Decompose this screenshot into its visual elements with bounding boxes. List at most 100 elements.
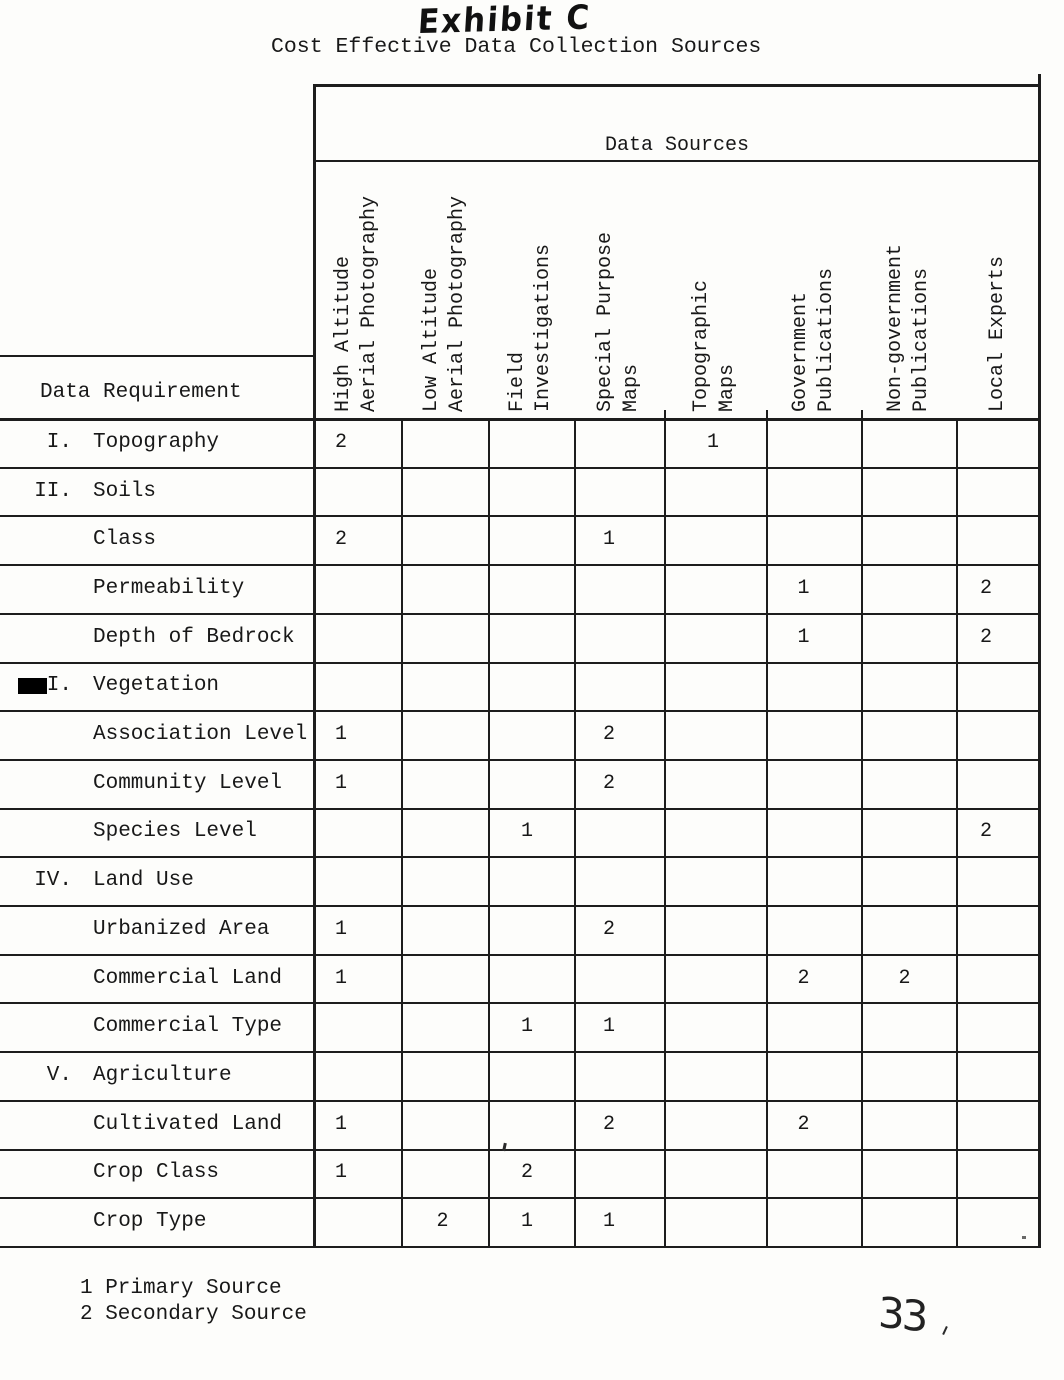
column-line-tick [664, 410, 666, 418]
col-header-field: Field Investigations [506, 243, 555, 412]
row-line [0, 953, 1041, 956]
row-line [0, 1148, 1041, 1151]
row-line [0, 1051, 1041, 1054]
row-line [0, 661, 1041, 664]
cell-value: 2 [602, 917, 615, 941]
col-header-low-altitude: Low Altitude Aerial Photography [419, 195, 469, 412]
cell-value: 1 [520, 1015, 533, 1039]
col-header-government: Government Publications [788, 267, 838, 412]
column-line [574, 418, 576, 1246]
row-line [0, 1002, 1041, 1005]
column-line [488, 418, 490, 1246]
column-line [861, 418, 863, 1246]
scan-artifact-comma [942, 1325, 948, 1336]
cell-value: 1 [334, 966, 347, 990]
cell-value: 1 [706, 430, 719, 454]
cell-value: 2 [602, 771, 615, 795]
table-right-border [1038, 84, 1041, 1248]
row-line [0, 564, 1041, 567]
row-label-vegetation: Vegetation [93, 674, 220, 698]
row-numeral: I. [46, 430, 72, 454]
cell-value: 2 [979, 625, 992, 649]
row-header-top-line [0, 355, 313, 357]
row-line [0, 856, 1041, 859]
row-label-species-level: Species Level [93, 820, 257, 844]
cell-value: 1 [334, 771, 347, 795]
row-label-urbanized-area: Urbanized Area [93, 917, 270, 941]
row-line [0, 807, 1041, 810]
row-line [0, 612, 1041, 615]
row-line [0, 466, 1041, 469]
column-line-tick [861, 410, 863, 418]
row-label-cultivated-land: Cultivated Land [93, 1112, 283, 1136]
data-sources-header: Data Sources [604, 134, 750, 157]
cell-value: 2 [520, 1161, 533, 1185]
cell-value: 1 [334, 917, 347, 941]
table-corner-tick [1038, 74, 1041, 86]
row-line [0, 418, 1041, 421]
col-header-topographic: Topographic Maps [690, 279, 739, 412]
cell-value: 1 [520, 1210, 533, 1234]
row-label-community-level: Community Level [93, 771, 283, 795]
row-label-crop-class: Crop Class [93, 1161, 220, 1185]
cell-value: 2 [602, 1112, 615, 1136]
column-line [766, 418, 768, 1246]
row-label-land-use: Land Use [93, 869, 194, 893]
row-line [0, 1099, 1041, 1102]
table-left-border [313, 84, 316, 1248]
header-separator-line [313, 160, 1041, 162]
cell-value: 2 [898, 966, 911, 990]
legend-secondary-source: 2 Secondary Source [80, 1303, 307, 1326]
col-header-non-government: Non-government Publications [883, 243, 933, 412]
cell-value: 2 [797, 966, 810, 990]
cell-value: 1 [334, 1161, 347, 1185]
legend-primary-source: 1 Primary Source [80, 1277, 282, 1300]
col-header-local-experts: Local Experts [986, 255, 1009, 412]
cell-value: 2 [979, 576, 992, 600]
col-header-special-purpose: Special Purpose Maps [594, 231, 643, 412]
data-requirement-label: Data Requirement [40, 381, 242, 404]
row-label-depth-of-bedrock: Depth of Bedrock [93, 625, 295, 649]
table-top-border [313, 84, 1041, 87]
page-subtitle: Cost Effective Data Collection Sources [271, 35, 762, 59]
col-header-high-altitude: High Altitude Aerial Photography [332, 195, 381, 412]
cell-value: 2 [602, 723, 615, 747]
cell-value: 1 [334, 723, 347, 747]
cell-value: 1 [602, 1210, 615, 1234]
redaction-box [18, 677, 47, 694]
row-numeral: IV. [34, 869, 72, 893]
row-label-crop-type: Crop Type [93, 1210, 207, 1234]
scan-artifact-dot [1022, 1236, 1026, 1239]
row-label-agriculture: Agriculture [93, 1063, 232, 1087]
row-line [0, 758, 1041, 761]
row-label-permeability: Permeability [93, 576, 245, 600]
row-label-topography: Topography [93, 430, 220, 454]
handwritten-page-number: 33 [877, 1287, 927, 1342]
cell-value: 2 [436, 1210, 449, 1234]
row-label-commercial-type: Commercial Type [93, 1015, 283, 1039]
column-line [664, 418, 666, 1246]
row-line [0, 710, 1041, 713]
row-label-soils: Soils [93, 479, 157, 503]
cell-value: 2 [979, 820, 992, 844]
row-numeral: V. [46, 1063, 72, 1087]
column-line [956, 418, 958, 1246]
row-label-commercial-land: Commercial Land [93, 966, 283, 990]
row-label-class: Class [93, 528, 157, 552]
cell-value: 2 [334, 528, 347, 552]
column-line [401, 418, 403, 1246]
cell-value: 1 [797, 625, 810, 649]
row-line [0, 1245, 1041, 1248]
cell-value: 2 [334, 430, 347, 454]
column-line-tick [766, 410, 768, 418]
row-line [0, 1197, 1041, 1200]
row-line [0, 905, 1041, 907]
cell-value: 2 [797, 1112, 810, 1136]
row-label-association-level: Association Level [93, 723, 308, 747]
cell-value: 1 [334, 1112, 347, 1136]
row-numeral: I. [46, 674, 72, 698]
cell-value: 1 [520, 820, 533, 844]
row-line [0, 515, 1041, 518]
cell-value: 1 [797, 576, 810, 600]
